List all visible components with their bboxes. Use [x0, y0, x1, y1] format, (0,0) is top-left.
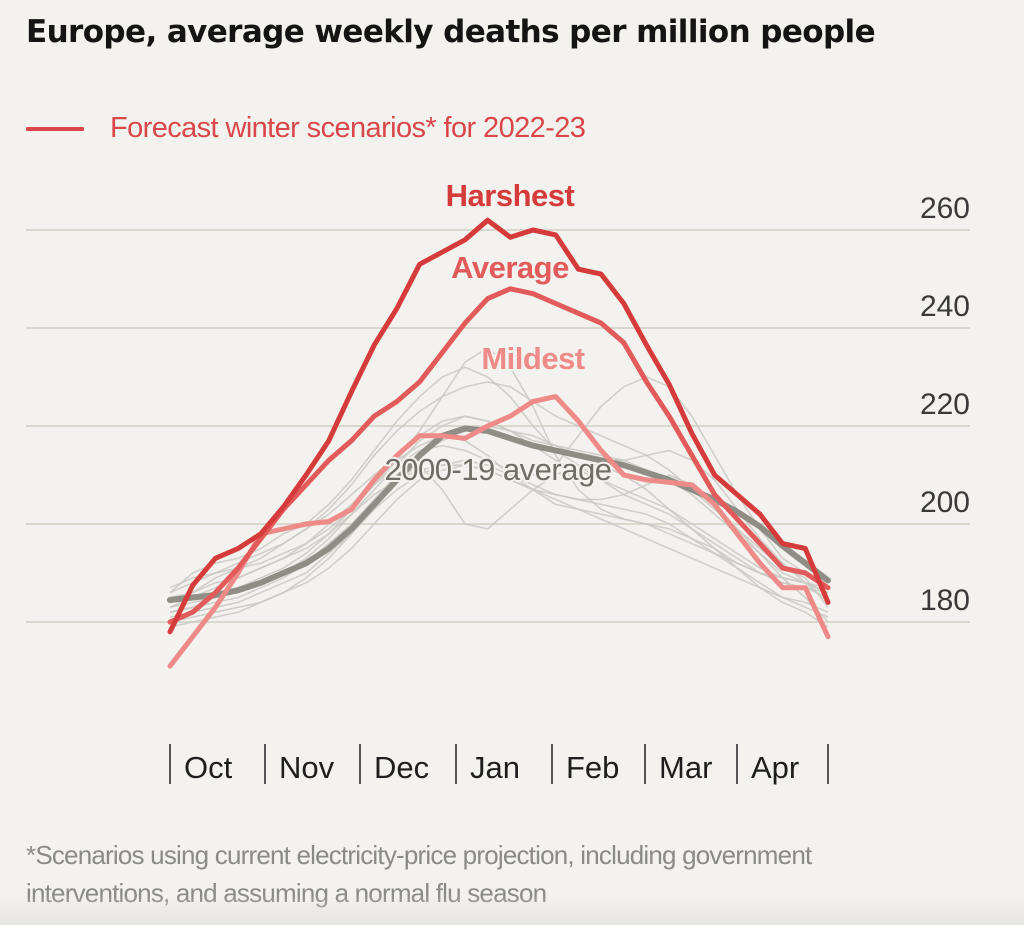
bottom-fade — [0, 895, 1024, 925]
background-year-line-12 — [169, 425, 829, 613]
annotation-harshest: Harshest — [446, 178, 575, 213]
background-year-line-6 — [169, 346, 829, 589]
y-tick-label-220: 220 — [920, 388, 970, 421]
background-year-line-9 — [169, 464, 829, 628]
x-tick-label-feb: Feb — [566, 750, 619, 785]
background-year-line-10 — [169, 464, 829, 613]
series-lines — [167, 217, 831, 669]
annotation-mildest: Mildest — [481, 341, 584, 376]
annotation-2000-19-average: 2000-19 average — [385, 452, 612, 487]
background-year-line-4 — [169, 376, 829, 609]
legend-swatch-icon — [26, 126, 84, 131]
legend: Forecast winter scenarios* for 2022-23 — [26, 112, 586, 145]
x-tick-label-apr: Apr — [751, 750, 799, 785]
y-tick-label-260: 260 — [920, 192, 970, 225]
series-line-harshest — [167, 217, 831, 635]
x-tick-label-nov: Nov — [279, 750, 335, 785]
x-tick-label-jan: Jan — [470, 750, 520, 785]
background-year-line-2 — [169, 381, 829, 608]
x-tick-label-oct: Oct — [184, 750, 233, 785]
background-year-line-1 — [169, 366, 829, 594]
x-tick-label-dec: Dec — [374, 750, 429, 785]
x-tick-label-mar: Mar — [659, 750, 712, 785]
series-line-mildest — [167, 394, 831, 669]
line-chart: 180 200 220 240 260 Harshest Average Mildest 20… — [26, 176, 970, 785]
legend-label: Forecast winter scenarios* for 2022-23 — [110, 112, 586, 144]
y-tick-label-240: 240 — [920, 290, 970, 323]
x-axis: Oct Nov Dec Jan Feb Mar Apr — [169, 744, 829, 785]
y-tick-label-180: 180 — [920, 584, 970, 617]
annotation-average: Average — [451, 250, 569, 285]
background-year-line-11 — [169, 415, 829, 594]
chart-title: Europe, average weekly deaths per millio… — [26, 14, 876, 50]
annotations: Harshest Average Mildest 2000-19 average — [383, 176, 614, 489]
y-tick-label-200: 200 — [920, 486, 970, 519]
y-axis-labels: 180 200 220 240 260 — [920, 192, 970, 617]
